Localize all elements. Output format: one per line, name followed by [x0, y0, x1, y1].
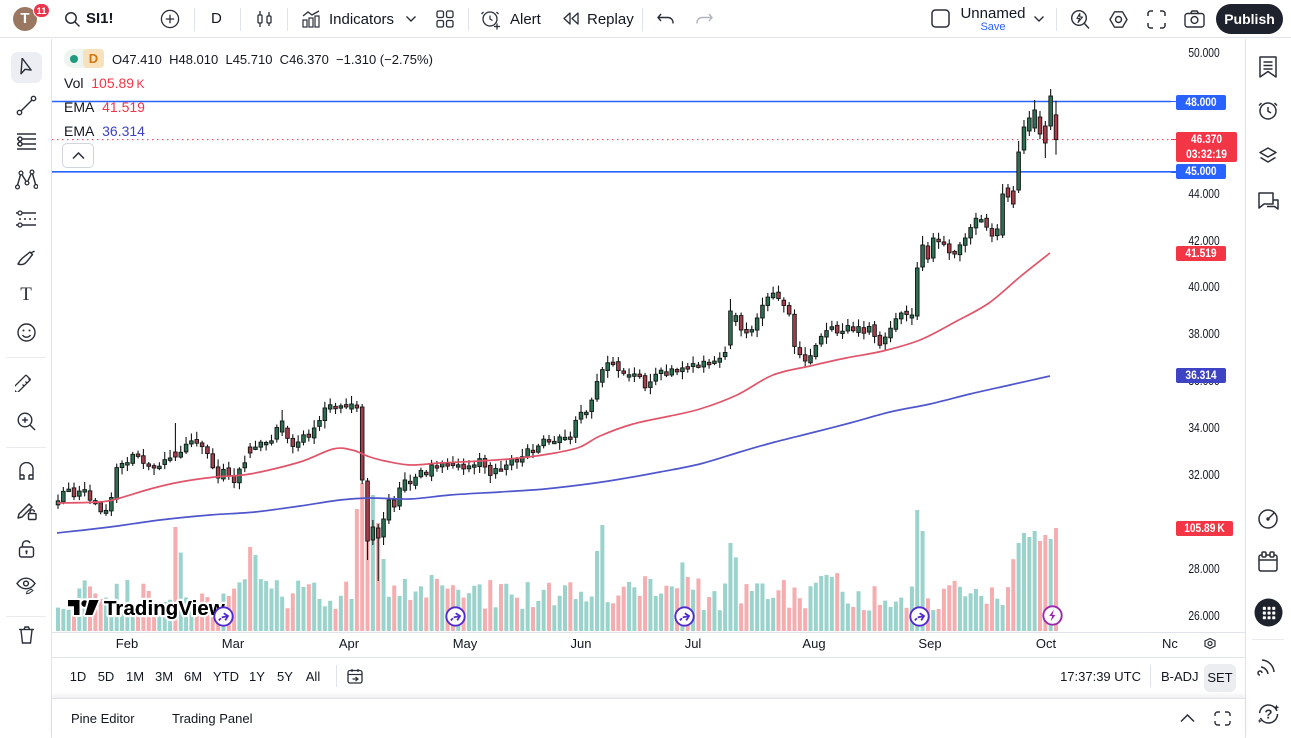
- svg-text:?: ?: [1265, 707, 1273, 722]
- svg-text:TradingView: TradingView: [104, 598, 225, 620]
- svg-text:TradingView: TradingView: [104, 598, 225, 620]
